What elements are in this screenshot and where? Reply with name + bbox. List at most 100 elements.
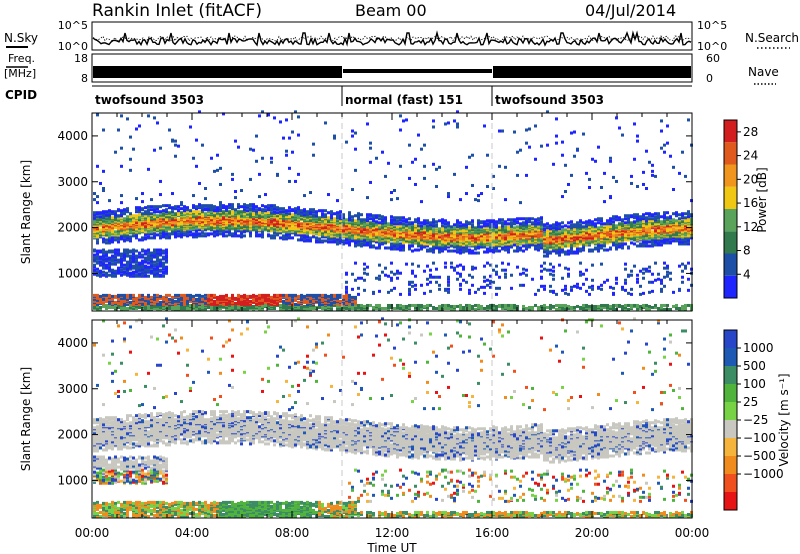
range-cell <box>453 304 456 308</box>
range-cell <box>318 240 321 244</box>
range-cell <box>243 217 246 221</box>
range-cell <box>399 306 402 310</box>
range-cell <box>297 115 300 119</box>
range-cell <box>123 272 126 276</box>
range-cell <box>156 267 159 271</box>
range-cell <box>189 308 192 311</box>
range-cell <box>429 268 432 272</box>
range-cell <box>426 219 429 223</box>
range-cell <box>411 262 414 266</box>
range-cell <box>357 239 360 243</box>
range-cell <box>288 296 291 300</box>
range-cell <box>276 296 279 300</box>
range-cell <box>282 299 285 303</box>
range-cell <box>288 236 291 240</box>
range-cell <box>150 301 153 305</box>
range-cell <box>123 266 126 270</box>
range-cell <box>105 257 108 261</box>
range-cell <box>495 220 498 224</box>
range-cell <box>285 220 288 224</box>
range-cell <box>408 287 411 291</box>
range-cell <box>201 206 204 210</box>
range-cell <box>459 282 462 286</box>
range-cell <box>333 134 336 138</box>
range-cell <box>135 273 138 277</box>
nsky-label: N.Sky <box>4 31 38 45</box>
range-cell <box>528 243 531 247</box>
range-cell <box>333 296 336 300</box>
range-cell <box>225 207 228 211</box>
range-cell <box>120 273 123 277</box>
range-cell <box>495 249 498 253</box>
range-cell <box>375 214 378 218</box>
range-cell <box>393 189 396 193</box>
range-cell <box>441 236 444 240</box>
range-cell <box>159 252 162 256</box>
range-cell <box>357 305 360 309</box>
range-cell <box>321 215 324 219</box>
range-cell <box>408 229 411 233</box>
range-cell <box>522 304 525 308</box>
range-cell <box>120 237 123 241</box>
range-cell <box>219 166 222 170</box>
range-cell <box>165 248 168 252</box>
range-cell <box>117 208 120 212</box>
range-cell <box>387 161 390 165</box>
range-cell <box>327 237 330 241</box>
range-cell <box>351 306 354 310</box>
range-cell <box>417 303 420 307</box>
range-cell <box>150 229 153 233</box>
range-cell <box>282 136 285 140</box>
range-cell <box>153 148 156 152</box>
range-cell <box>156 293 159 297</box>
range-cell <box>477 219 480 223</box>
range-cell <box>213 232 216 236</box>
range-cell <box>183 222 186 226</box>
range-cell <box>297 305 300 309</box>
range-cell <box>408 221 411 225</box>
range-cell <box>219 229 222 233</box>
range-cell <box>468 291 471 295</box>
range-cell <box>399 216 402 220</box>
range-cell <box>528 217 531 221</box>
range-cell <box>192 156 195 160</box>
range-cell <box>468 308 471 311</box>
range-cell <box>126 295 129 299</box>
range-cell <box>111 254 114 258</box>
range-cell <box>429 280 432 284</box>
range-cell <box>267 220 270 224</box>
range-cell <box>138 238 141 242</box>
range-cell <box>339 239 342 243</box>
range-cell <box>414 218 417 222</box>
range-cell <box>333 293 336 297</box>
range-cell <box>372 222 375 226</box>
range-cell <box>408 217 411 221</box>
range-cell <box>240 302 243 306</box>
range-cell <box>231 222 234 226</box>
range-cell <box>501 246 504 250</box>
range-cell <box>336 216 339 220</box>
range-cell <box>501 303 504 307</box>
range-cell <box>156 222 159 226</box>
range-cell <box>150 305 153 309</box>
range-cell <box>381 150 384 154</box>
range-cell <box>378 274 381 278</box>
range-cell <box>357 292 360 296</box>
range-cell <box>525 306 528 310</box>
range-cell <box>114 303 117 307</box>
range-cell <box>258 293 261 297</box>
range-cell <box>384 221 387 225</box>
range-cell <box>411 249 414 253</box>
range-cell <box>102 259 105 263</box>
range-cell <box>129 254 132 258</box>
range-cell <box>330 213 333 217</box>
range-cell <box>231 308 234 311</box>
range-cell <box>528 239 531 243</box>
range-cell <box>378 214 381 218</box>
range-cell <box>120 213 123 217</box>
range-cell <box>156 205 159 209</box>
range-cell <box>411 280 414 284</box>
range-cell <box>399 128 402 132</box>
range-cell <box>420 147 423 151</box>
